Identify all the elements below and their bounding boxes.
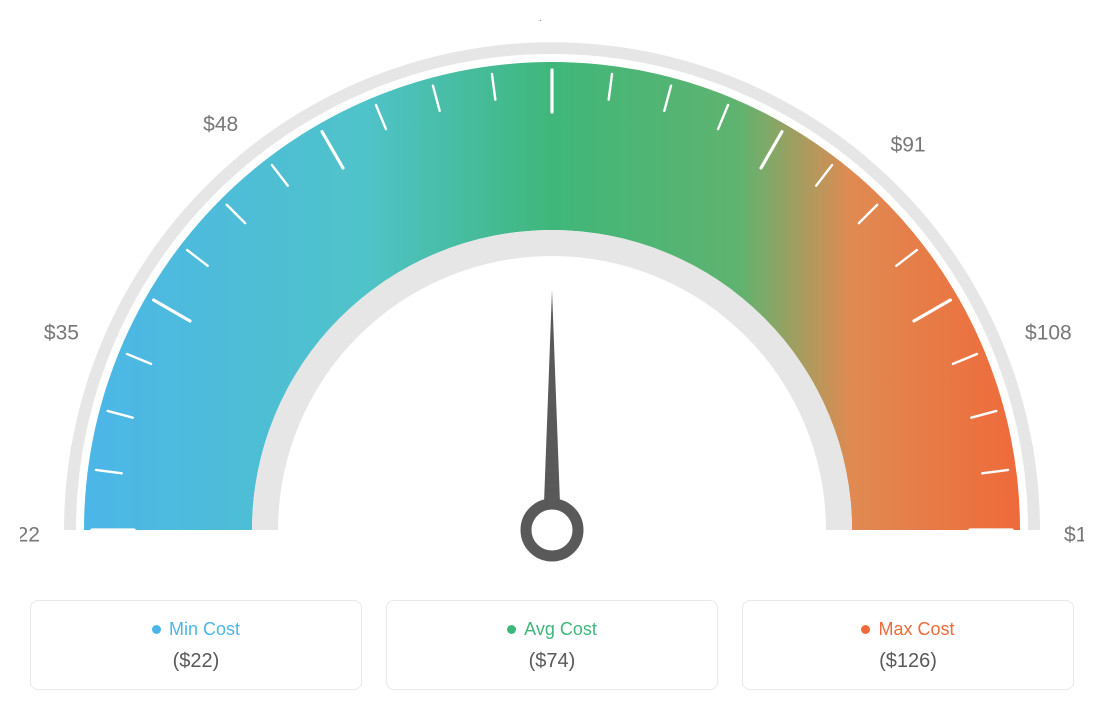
legend-dot-max xyxy=(861,625,870,634)
legend-card-avg: Avg Cost ($74) xyxy=(386,600,718,690)
legend-top: Avg Cost xyxy=(507,619,597,640)
svg-text:$74: $74 xyxy=(534,20,569,25)
legend-dot-min xyxy=(152,625,161,634)
svg-text:$35: $35 xyxy=(44,322,79,345)
cost-gauge-chart: $22 $35 $48 $74 $91 $108 $126 Min Cost ($22) A… xyxy=(20,20,1084,690)
legend-row: Min Cost ($22) Avg Cost ($74) Max Cost (… xyxy=(20,600,1084,690)
legend-label: Avg Cost xyxy=(524,619,597,640)
legend-value: ($22) xyxy=(51,650,341,673)
svg-text:$22: $22 xyxy=(20,524,40,547)
legend-card-max: Max Cost ($126) xyxy=(742,600,1074,690)
gauge-svg: $22 $35 $48 $74 $91 $108 $126 xyxy=(20,20,1084,570)
svg-text:$126: $126 xyxy=(1064,524,1084,547)
legend-top: Min Cost xyxy=(152,619,240,640)
legend-card-min: Min Cost ($22) xyxy=(30,600,362,690)
legend-value: ($74) xyxy=(407,650,697,673)
legend-label: Max Cost xyxy=(878,619,954,640)
svg-text:$108: $108 xyxy=(1025,322,1072,345)
legend-label: Min Cost xyxy=(169,619,240,640)
svg-text:$91: $91 xyxy=(891,133,926,156)
legend-top: Max Cost xyxy=(861,619,954,640)
legend-value: ($126) xyxy=(763,650,1053,673)
svg-text:$48: $48 xyxy=(203,113,238,136)
legend-dot-avg xyxy=(507,625,516,634)
